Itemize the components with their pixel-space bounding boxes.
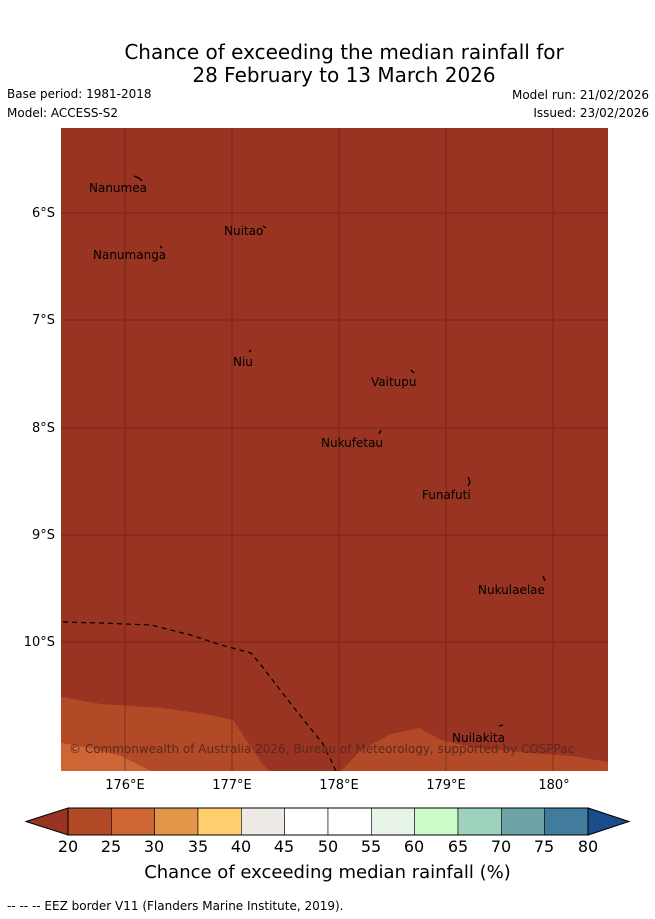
colorbar-tick-70: 70: [490, 837, 512, 856]
colorbar-tick-40: 40: [230, 837, 252, 856]
model-run-date: Model run: 21/02/2026: [511, 88, 649, 102]
eez-legend: -- -- -- EEZ border V11 (Flanders Marine…: [7, 899, 344, 913]
contour-band-30: [61, 743, 151, 771]
eez-border-line: [62, 621, 337, 771]
base-period: Base period: 1981-2018: [7, 87, 152, 101]
colorbar-tick-80: 80: [577, 837, 599, 856]
colorbar-segment: [371, 807, 415, 836]
map-title-line-2: 28 February to 13 March 2026: [192, 63, 496, 87]
colorbar-segment: [111, 807, 155, 836]
colorbar-segment: [327, 807, 372, 836]
place-label-nuitao: Nuitao: [224, 224, 264, 238]
colorbar-segment: [457, 807, 502, 836]
colorbar-tick-55: 55: [360, 837, 382, 856]
colorbar-tick-20: 20: [57, 837, 79, 856]
colorbar-segment: [284, 807, 329, 836]
colorbar-segment: [414, 807, 459, 836]
lon-label-176e: 176°E: [105, 778, 145, 793]
place-label-niu: Niu: [233, 355, 253, 369]
model-name: Model: ACCESS-S2: [7, 106, 119, 120]
place-label-funafuti: Funafuti: [422, 488, 471, 502]
colorbar: [25, 807, 631, 836]
colorbar-tick-30: 30: [143, 837, 165, 856]
copyright-notice: © Commonwealth of Australia 2026, Bureau…: [69, 742, 575, 756]
colorbar-segment: [501, 807, 545, 836]
lon-label-179e: 179°E: [426, 778, 466, 793]
place-label-vaitupu: Vaitupu: [371, 375, 417, 389]
colorbar-arrow-high: [587, 807, 631, 836]
place-label-nuilakita: Nuilakita: [452, 731, 505, 745]
colorbar-segment: [544, 807, 589, 836]
colorbar-tick-50: 50: [317, 837, 339, 856]
lat-label-7s: 7°S: [31, 313, 55, 328]
island-outlines: [133, 175, 546, 727]
colorbar-tick-25: 25: [100, 837, 122, 856]
place-label-nukulaelae: Nukulaelae: [478, 583, 545, 597]
map-title-line-1: Chance of exceeding the median rainfall …: [124, 40, 564, 64]
colorbar-frame: [67, 807, 589, 836]
lon-label-178e: 178°E: [319, 778, 359, 793]
lon-label-180: 180°: [538, 778, 570, 793]
colorbar-tick-45: 45: [273, 837, 295, 856]
rainfall-map: Nanumea Nuitao Nanumanga Niu Vaitupu Nuk…: [61, 128, 608, 771]
lat-label-10s: 10°S: [23, 635, 55, 650]
lon-label-177e: 177°E: [212, 778, 252, 793]
contour-band-25-east: [341, 728, 608, 771]
contour-band-25: [61, 697, 269, 771]
colorbar-arrow-low: [25, 807, 69, 836]
colorbar-tick-65: 65: [447, 837, 469, 856]
lat-label-9s: 9°S: [31, 528, 55, 543]
colorbar-tick-75: 75: [533, 837, 555, 856]
colorbar-tick-35: 35: [187, 837, 209, 856]
lat-label-6s: 6°S: [31, 206, 55, 221]
graticule: [61, 128, 608, 771]
map-layers: [61, 128, 608, 771]
colorbar-segment: [154, 807, 199, 836]
issued-date: Issued: 23/02/2026: [533, 106, 649, 120]
map-base-fill: [61, 128, 608, 771]
place-label-nanumanga: Nanumanga: [93, 248, 167, 262]
colorbar-segment: [67, 807, 112, 836]
place-label-nanumea: Nanumea: [89, 181, 147, 195]
colorbar-label: Chance of exceeding median rainfall (%): [144, 862, 511, 883]
colorbar-segment: [197, 807, 242, 836]
colorbar-tick-60: 60: [403, 837, 425, 856]
lat-label-8s: 8°S: [31, 421, 55, 436]
colorbar-segment: [241, 807, 285, 836]
place-label-nukufetau: Nukufetau: [321, 436, 384, 450]
